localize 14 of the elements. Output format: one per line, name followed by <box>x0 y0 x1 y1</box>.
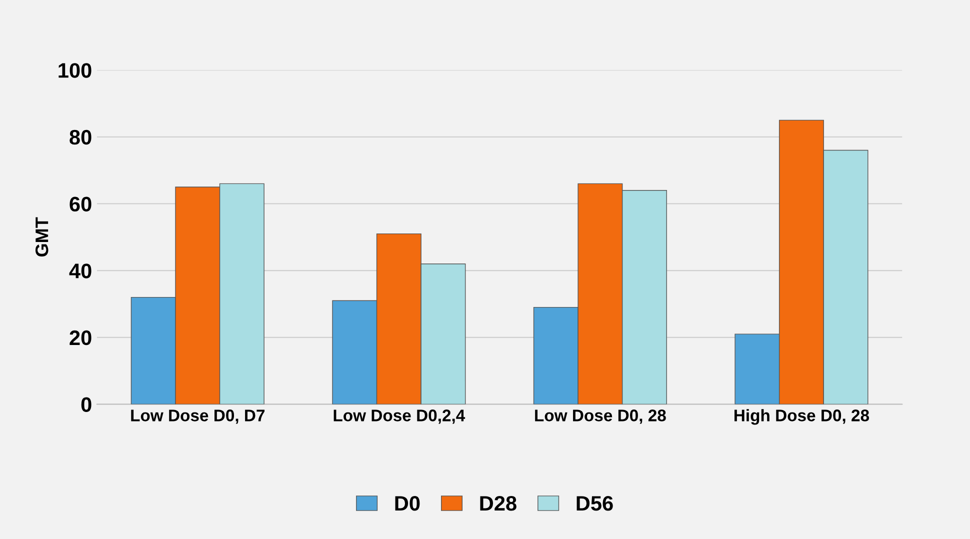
x-tick-label: Low Dose D0,2,4 <box>334 410 466 424</box>
y-tick-label: 100 <box>58 63 92 78</box>
y-axis-title: GMT <box>35 217 48 256</box>
x-tick-label: Low Dose D0, 28 <box>535 410 666 424</box>
x-tick-label: Low Dose D0, D7 <box>131 410 265 424</box>
y-tick-label: 20 <box>70 330 92 346</box>
y-tick-label: 60 <box>70 196 92 212</box>
y-tick-label: 0 <box>81 397 92 412</box>
y-tick-label: 40 <box>69 264 92 278</box>
legend-label: D56 <box>576 496 613 511</box>
x-tick-label: High Dose D0, 28 <box>734 409 870 425</box>
legend-label: D0 <box>395 496 420 511</box>
legend-label: D28 <box>480 496 516 511</box>
y-tick-label: 80 <box>70 130 92 145</box>
